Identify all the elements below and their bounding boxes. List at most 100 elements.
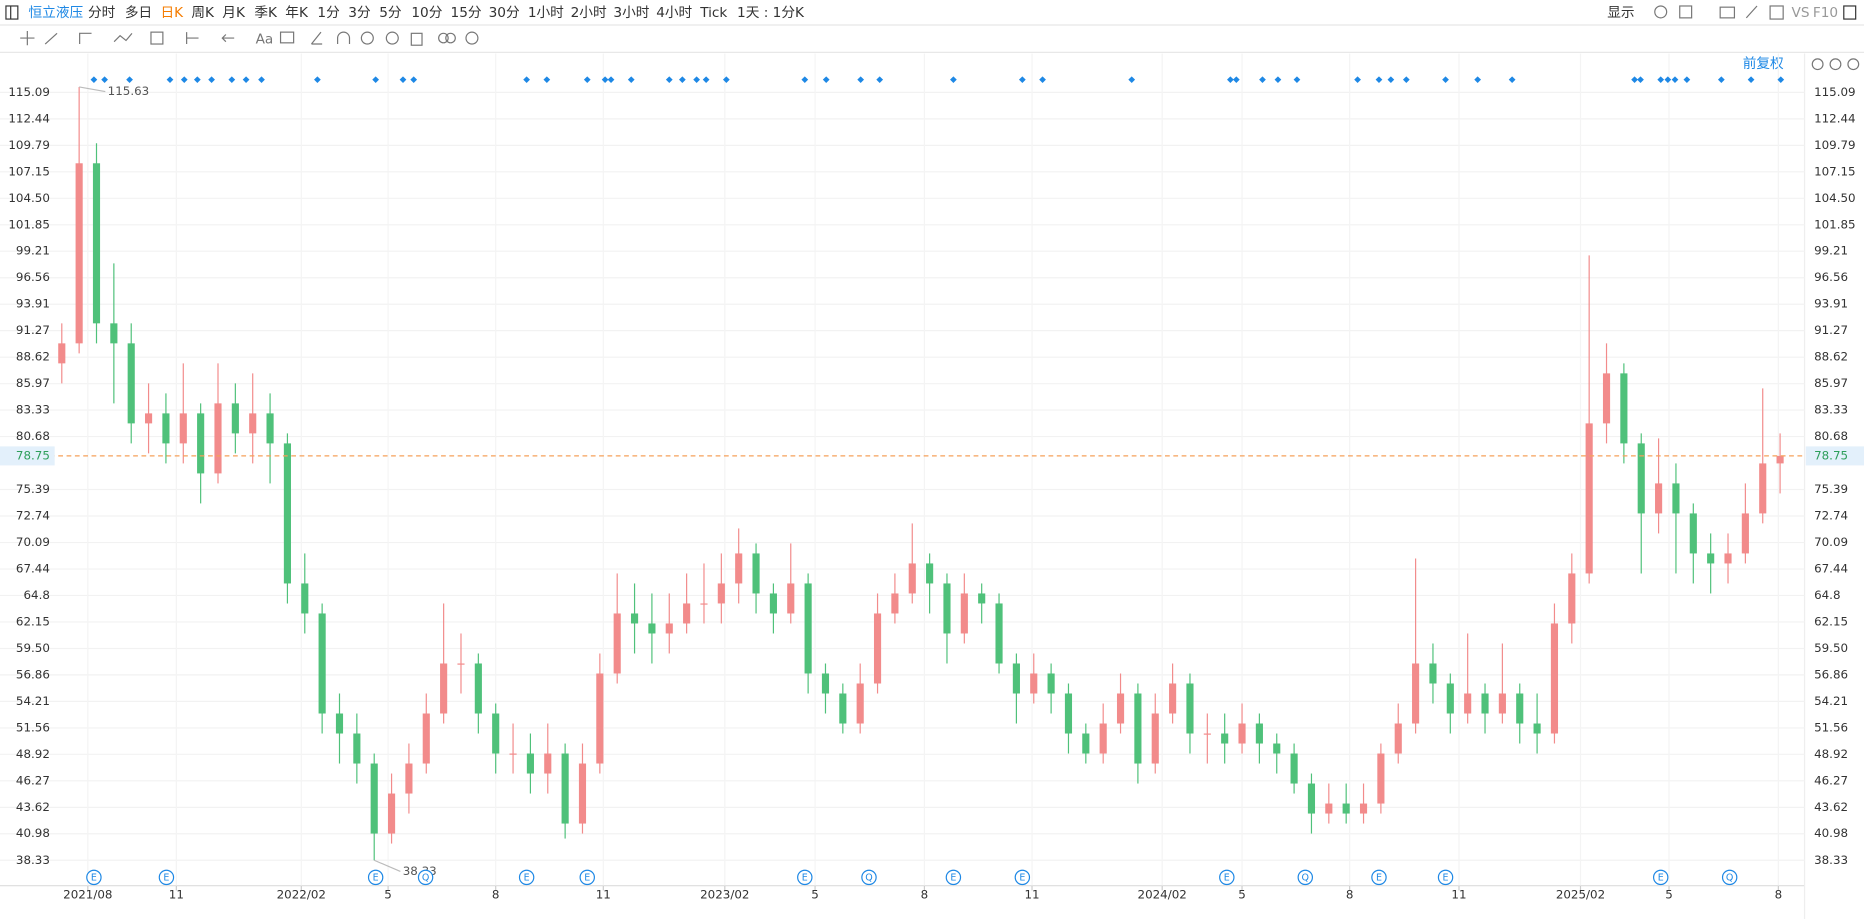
angle-tool[interactable] <box>310 31 323 45</box>
layout-icon[interactable] <box>1679 5 1693 19</box>
event-marker[interactable] <box>372 76 380 84</box>
event-marker[interactable] <box>166 76 174 84</box>
period-tab[interactable]: 3分 <box>348 5 371 21</box>
fullscreen-icon[interactable] <box>1769 5 1784 20</box>
period-tab[interactable]: 周K <box>191 5 215 21</box>
reset-icon[interactable] <box>1811 58 1824 71</box>
period-tab[interactable]: 1小时 <box>528 5 564 21</box>
sidebar-toggle[interactable] <box>5 5 19 20</box>
pen-icon[interactable] <box>1745 5 1758 19</box>
event-marker[interactable] <box>410 76 418 84</box>
period-tab[interactable]: 5分 <box>379 5 402 21</box>
event-marker[interactable] <box>523 76 530 84</box>
event-marker[interactable] <box>1717 76 1725 84</box>
event-marker[interactable] <box>1375 76 1383 84</box>
event-badge[interactable] <box>1437 869 1454 886</box>
event-marker[interactable] <box>228 76 236 84</box>
event-marker[interactable] <box>876 76 884 84</box>
event-marker[interactable] <box>1402 76 1410 84</box>
event-badge[interactable] <box>945 869 962 886</box>
period-tab[interactable]: 分时 <box>88 5 116 21</box>
period-tab[interactable]: Tick <box>699 5 727 21</box>
event-marker[interactable] <box>1508 76 1516 84</box>
event-marker[interactable] <box>193 76 201 84</box>
line-tool[interactable] <box>44 32 58 45</box>
measure-tool[interactable] <box>150 31 164 45</box>
link-tool[interactable] <box>438 32 449 44</box>
period-tab[interactable]: 4小时 <box>656 5 692 21</box>
stock-name[interactable]: 恒立液压 <box>29 5 84 21</box>
event-marker[interactable] <box>1018 76 1026 84</box>
period-tab[interactable]: 日K <box>160 5 184 21</box>
event-marker[interactable] <box>258 76 265 84</box>
note-tool[interactable] <box>279 31 295 44</box>
f10-button[interactable]: F10 <box>1813 5 1838 21</box>
event-marker[interactable] <box>242 76 250 84</box>
event-marker[interactable] <box>583 76 591 84</box>
event-badge-label: E <box>1443 872 1449 883</box>
event-marker[interactable] <box>1232 76 1240 84</box>
magnet-tool[interactable] <box>337 31 351 45</box>
adjust-mode[interactable]: 前复权 <box>1743 55 1784 72</box>
draw-settings[interactable] <box>465 31 479 45</box>
period-tab[interactable]: 15分 <box>451 5 482 21</box>
event-badge[interactable] <box>1297 869 1314 886</box>
settings-icon[interactable] <box>1654 5 1668 19</box>
event-marker[interactable] <box>101 76 108 84</box>
event-badge[interactable] <box>1014 869 1031 886</box>
event-badge[interactable] <box>86 869 102 886</box>
hide-tool[interactable] <box>385 31 399 45</box>
period-tab[interactable]: 多日 <box>125 4 152 21</box>
period-tab[interactable]: 10分 <box>411 5 442 21</box>
event-marker[interactable] <box>1474 76 1482 84</box>
range-tool[interactable] <box>186 32 199 45</box>
display-menu[interactable]: 显示 <box>1607 5 1634 21</box>
event-marker[interactable] <box>1293 76 1301 84</box>
period-tab[interactable]: 月K <box>222 5 246 21</box>
event-marker[interactable] <box>1664 76 1672 84</box>
event-marker[interactable] <box>180 76 188 84</box>
period-tab[interactable]: 1天 : 1分K <box>737 5 805 21</box>
event-badge[interactable] <box>367 869 384 886</box>
candle-body <box>1359 803 1368 814</box>
period-tab[interactable]: 30分 <box>489 5 520 21</box>
event-marker[interactable] <box>314 76 321 84</box>
eye-tool[interactable] <box>360 31 374 45</box>
panel-toggle[interactable] <box>1843 5 1857 20</box>
event-badge[interactable] <box>1721 869 1738 886</box>
event-marker[interactable] <box>90 76 98 84</box>
event-marker[interactable] <box>1039 76 1046 84</box>
event-marker[interactable] <box>1657 76 1665 84</box>
camera-icon[interactable] <box>1719 6 1736 19</box>
event-badge[interactable] <box>579 869 595 886</box>
event-marker[interactable] <box>399 76 407 84</box>
event-badge[interactable] <box>861 869 877 886</box>
event-badge[interactable] <box>1652 869 1669 886</box>
event-badge[interactable] <box>1219 869 1235 886</box>
event-badge[interactable] <box>797 869 813 886</box>
delete-tool[interactable] <box>410 32 423 46</box>
event-marker[interactable] <box>1259 76 1266 84</box>
event-marker[interactable] <box>1683 76 1691 84</box>
move-tool[interactable] <box>20 30 35 46</box>
period-tab[interactable]: 3小时 <box>613 5 649 21</box>
link-tool[interactable] <box>445 32 456 44</box>
period-tab[interactable]: 年K <box>285 5 309 21</box>
period-tab[interactable]: 季K <box>254 5 278 21</box>
channel-tool[interactable] <box>79 32 92 45</box>
event-marker[interactable] <box>1442 76 1449 84</box>
event-marker[interactable] <box>208 76 215 84</box>
vs-button[interactable]: VS <box>1791 5 1809 21</box>
zoom-in[interactable] <box>1847 58 1860 71</box>
arrow-tool[interactable] <box>221 34 235 43</box>
period-tab[interactable]: 2小时 <box>571 5 607 21</box>
event-badge[interactable] <box>158 869 175 886</box>
event-badge[interactable] <box>1371 869 1387 886</box>
event-marker[interactable] <box>126 76 133 84</box>
period-tab[interactable]: 1分 <box>317 5 340 21</box>
zoom-out[interactable] <box>1829 58 1842 71</box>
text-tool[interactable]: Aa <box>256 31 274 47</box>
event-badge[interactable] <box>417 869 434 886</box>
event-badge[interactable] <box>518 869 535 886</box>
pattern-tool[interactable] <box>113 32 133 43</box>
